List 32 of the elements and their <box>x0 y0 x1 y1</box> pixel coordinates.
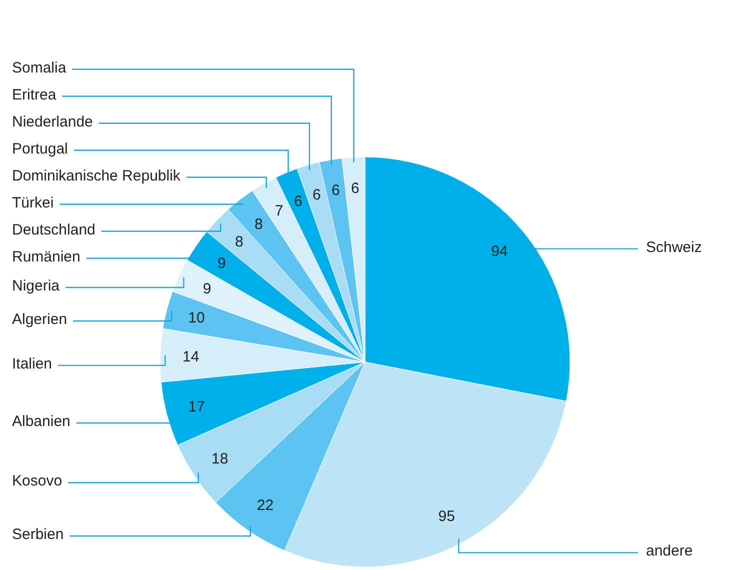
data-label: 22 <box>256 496 274 514</box>
data-label: 7 <box>274 202 284 220</box>
slice-label: Somalia <box>12 59 67 76</box>
slice-label: Niederlande <box>12 113 93 130</box>
data-label: 95 <box>438 508 455 525</box>
data-label: 18 <box>211 450 228 468</box>
data-label: 6 <box>312 186 321 204</box>
slice-label: Dominikanische Republik <box>12 167 181 184</box>
slice-label: Serbien <box>12 526 64 543</box>
data-label: 9 <box>217 254 226 272</box>
data-label: 8 <box>235 233 244 250</box>
data-label: 6 <box>294 193 302 210</box>
data-label: 6 <box>332 182 340 200</box>
slice-label: Eritrea <box>12 86 57 104</box>
slice-label: Rumänien <box>12 248 80 266</box>
slice-label: Portugal <box>12 140 68 158</box>
data-label: 17 <box>188 398 205 416</box>
data-label: 8 <box>254 216 263 233</box>
data-label: 6 <box>351 180 360 198</box>
slice-label: Schweiz <box>646 238 702 256</box>
slice-label: andere <box>646 542 693 560</box>
slice-label: Deutschland <box>12 221 96 238</box>
data-label: 94 <box>491 243 508 260</box>
slice-label: Italien <box>12 355 52 372</box>
slice-label: Türkei <box>12 194 54 212</box>
slice-label: Albanien <box>12 413 70 430</box>
slice-label: Nigeria <box>12 278 60 295</box>
data-label: 9 <box>202 280 212 298</box>
slice-label: Algerien <box>12 310 68 328</box>
slice-label: Kosovo <box>12 472 62 490</box>
data-label: 10 <box>188 310 205 327</box>
data-label: 14 <box>182 348 200 366</box>
